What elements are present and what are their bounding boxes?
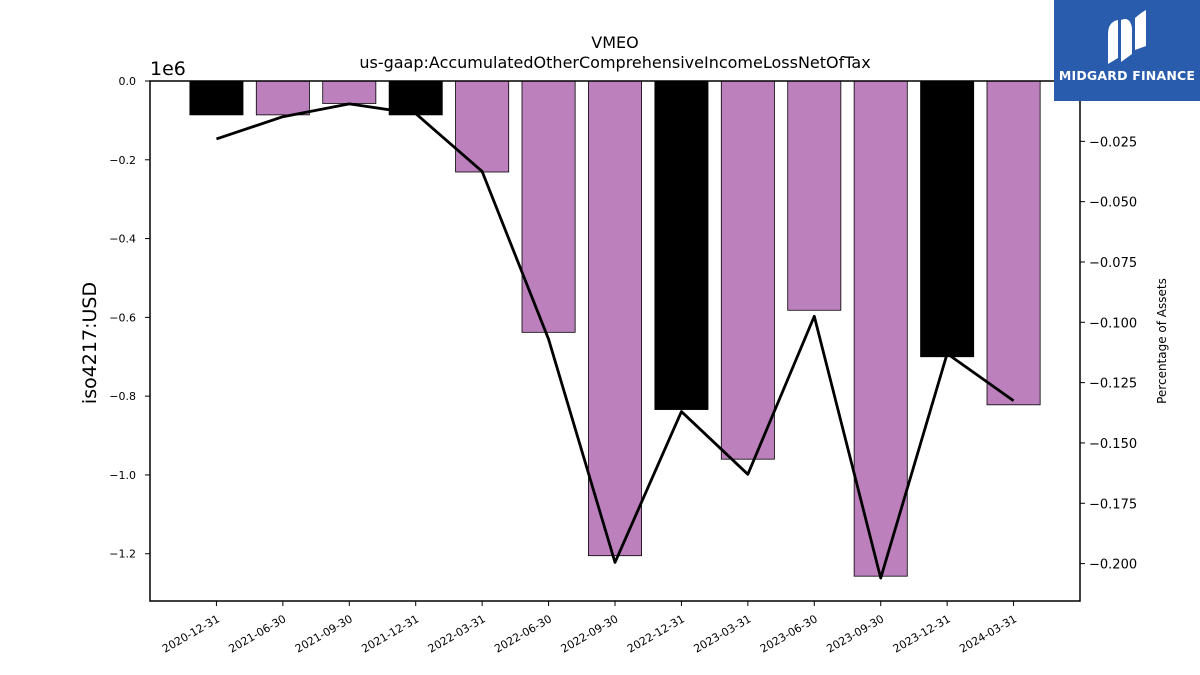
y2-tick-label: −0.150	[1089, 437, 1137, 452]
chart-title-line2: us-gaap:AccumulatedOtherComprehensiveInc…	[359, 53, 870, 72]
x-tick-label: 2021-06-30	[226, 612, 288, 655]
y-tick-label: 0.0	[119, 75, 137, 88]
y-axis-label: iso4217:USD	[79, 282, 101, 404]
x-tick-label: 2022-06-30	[492, 612, 554, 655]
x-axis-ticks: 2020-12-31 2021-06-30 2021-09-30 2021-12-31…	[160, 601, 1019, 656]
y-axis-offset-label: 1e6	[150, 58, 186, 80]
logo: MIDGARD FINANCE	[1054, 0, 1200, 101]
bar-2022-06-30	[521, 80, 576, 333]
y-tick-label: −0.8	[109, 390, 136, 403]
bars-group	[189, 80, 1041, 577]
bar-2023-03-31	[720, 80, 775, 460]
y2-tick-label: −0.100	[1089, 316, 1137, 331]
y-tick-label: −0.2	[109, 154, 136, 167]
bar-2023-12-31	[920, 80, 975, 358]
x-tick-label: 2024-03-31	[957, 612, 1019, 655]
x-tick-label: 2020-12-31	[160, 612, 222, 655]
y2-axis-ticks: −0.025 −0.050 −0.075 −0.100 −0.125 −0.150 −0.1…	[1080, 135, 1137, 573]
x-tick-label: 2023-12-31	[891, 612, 953, 655]
x-tick-label: 2022-09-30	[559, 612, 621, 655]
y2-tick-label: −0.175	[1089, 497, 1137, 512]
y-tick-label: −1.0	[109, 469, 136, 482]
bar-2022-03-31	[455, 80, 510, 173]
logo-text: MIDGARD FINANCE	[1058, 68, 1196, 83]
bar-2023-06-30	[787, 80, 842, 311]
bar-2021-06-30	[255, 80, 310, 116]
x-tick-label: 2023-06-30	[758, 612, 820, 655]
y2-tick-label: −0.125	[1089, 377, 1137, 392]
y2-tick-label: −0.025	[1089, 135, 1137, 150]
line-series-group	[215, 102, 1015, 580]
y2-tick-label: −0.050	[1089, 196, 1137, 211]
y2-tick-label: −0.075	[1089, 256, 1137, 271]
chart-title-line1: VMEO	[591, 33, 638, 52]
x-tick-label: 2021-09-30	[293, 612, 355, 655]
y-tick-label: −1.2	[109, 548, 136, 561]
y2-tick-label: −0.200	[1089, 558, 1137, 573]
y2-axis-label: Percentage of Assets	[1155, 278, 1169, 404]
x-tick-label: 2021-12-31	[359, 612, 421, 655]
bar-2021-09-30	[322, 80, 377, 104]
y-tick-label: −0.6	[109, 311, 136, 324]
x-tick-label: 2023-09-30	[824, 612, 886, 655]
bar-2021-12-31	[388, 80, 443, 116]
logo-mark-icon	[1108, 10, 1146, 64]
x-tick-label: 2023-03-31	[691, 612, 753, 655]
x-tick-label: 2022-12-31	[625, 612, 687, 655]
y-axis-ticks: 0.0 −0.2 −0.4 −0.6 −0.8 −1.0 −1.2	[109, 75, 150, 561]
series-line-percentage-of-assets	[215, 102, 1015, 580]
y-tick-label: −0.4	[109, 233, 136, 246]
bar-2022-12-31	[654, 80, 709, 410]
bar-2020-12-31	[189, 80, 244, 116]
x-tick-label: 2022-03-31	[426, 612, 488, 655]
bar-2024-03-31	[986, 80, 1041, 406]
bar-2022-09-30	[588, 80, 642, 557]
